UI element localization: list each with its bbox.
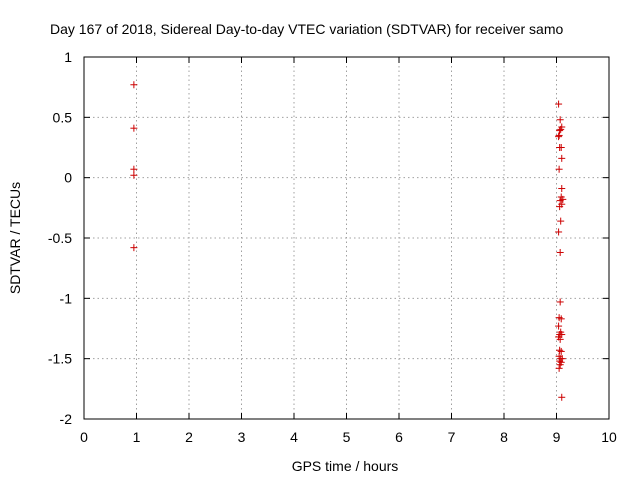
x-tick-label: 9 xyxy=(553,429,561,445)
data-point-marker xyxy=(558,185,566,193)
y-tick-label: -1 xyxy=(60,290,73,306)
x-tick-label: 2 xyxy=(185,429,193,445)
x-tick-labels: 0 1 2 3 4 5 6 7 8 9 10 xyxy=(80,429,617,445)
data-point-marker xyxy=(130,244,138,252)
data-point-marker xyxy=(555,133,563,141)
data-point-marker xyxy=(556,127,564,135)
x-tick-label: 1 xyxy=(133,429,141,445)
data-point-marker xyxy=(556,197,564,205)
data-point-marker xyxy=(130,165,138,173)
x-tick-label: 0 xyxy=(80,429,88,445)
data-point-marker xyxy=(557,125,565,133)
data-point-marker xyxy=(556,116,564,124)
data-point-marker xyxy=(556,203,564,211)
data-point-marker xyxy=(556,335,564,343)
y-tick-label: 0.5 xyxy=(53,109,73,125)
data-points xyxy=(130,81,567,401)
x-tick-label: 6 xyxy=(395,429,403,445)
x-tick-label: 3 xyxy=(238,429,246,445)
x-tick-label: 5 xyxy=(343,429,351,445)
y-tick-labels: -2 -1.5 -1 -0.5 0 0.5 1 xyxy=(48,49,72,427)
chart-title: Day 167 of 2018, Sidereal Day-to-day VTE… xyxy=(50,21,563,37)
x-tick-label: 8 xyxy=(500,429,508,445)
x-axis-label: GPS time / hours xyxy=(292,458,399,474)
data-point-marker xyxy=(556,298,564,306)
data-point-marker xyxy=(130,124,138,132)
data-point-marker xyxy=(556,248,564,256)
data-point-marker xyxy=(556,361,564,369)
data-point-marker xyxy=(558,154,566,162)
x-tick-label: 7 xyxy=(448,429,456,445)
y-tick-label: -2 xyxy=(60,411,73,427)
data-point-marker xyxy=(555,228,563,236)
data-point-marker xyxy=(555,322,563,330)
y-axis-label: SDTVAR / TECUs xyxy=(7,182,23,294)
y-tick-label: -0.5 xyxy=(48,230,72,246)
data-point-marker xyxy=(555,100,563,108)
data-point-marker xyxy=(555,131,563,139)
y-tick-label: 0 xyxy=(64,170,72,186)
data-point-marker xyxy=(558,393,566,401)
y-tick-label: -1.5 xyxy=(48,351,72,367)
x-tick-label: 4 xyxy=(290,429,298,445)
data-point-marker xyxy=(556,346,564,354)
data-point-marker xyxy=(555,165,563,173)
grid xyxy=(84,57,609,419)
data-point-marker xyxy=(557,347,565,355)
data-point-marker xyxy=(555,364,563,372)
x-tick-label: 10 xyxy=(601,429,617,445)
data-point-marker xyxy=(557,144,565,151)
data-point-marker xyxy=(557,217,565,225)
plot-frame xyxy=(83,56,610,420)
data-point-marker xyxy=(556,357,564,365)
data-point-marker xyxy=(130,81,138,89)
data-point-marker xyxy=(557,315,565,323)
y-tick-label: 1 xyxy=(64,49,72,65)
data-point-marker xyxy=(130,171,138,179)
